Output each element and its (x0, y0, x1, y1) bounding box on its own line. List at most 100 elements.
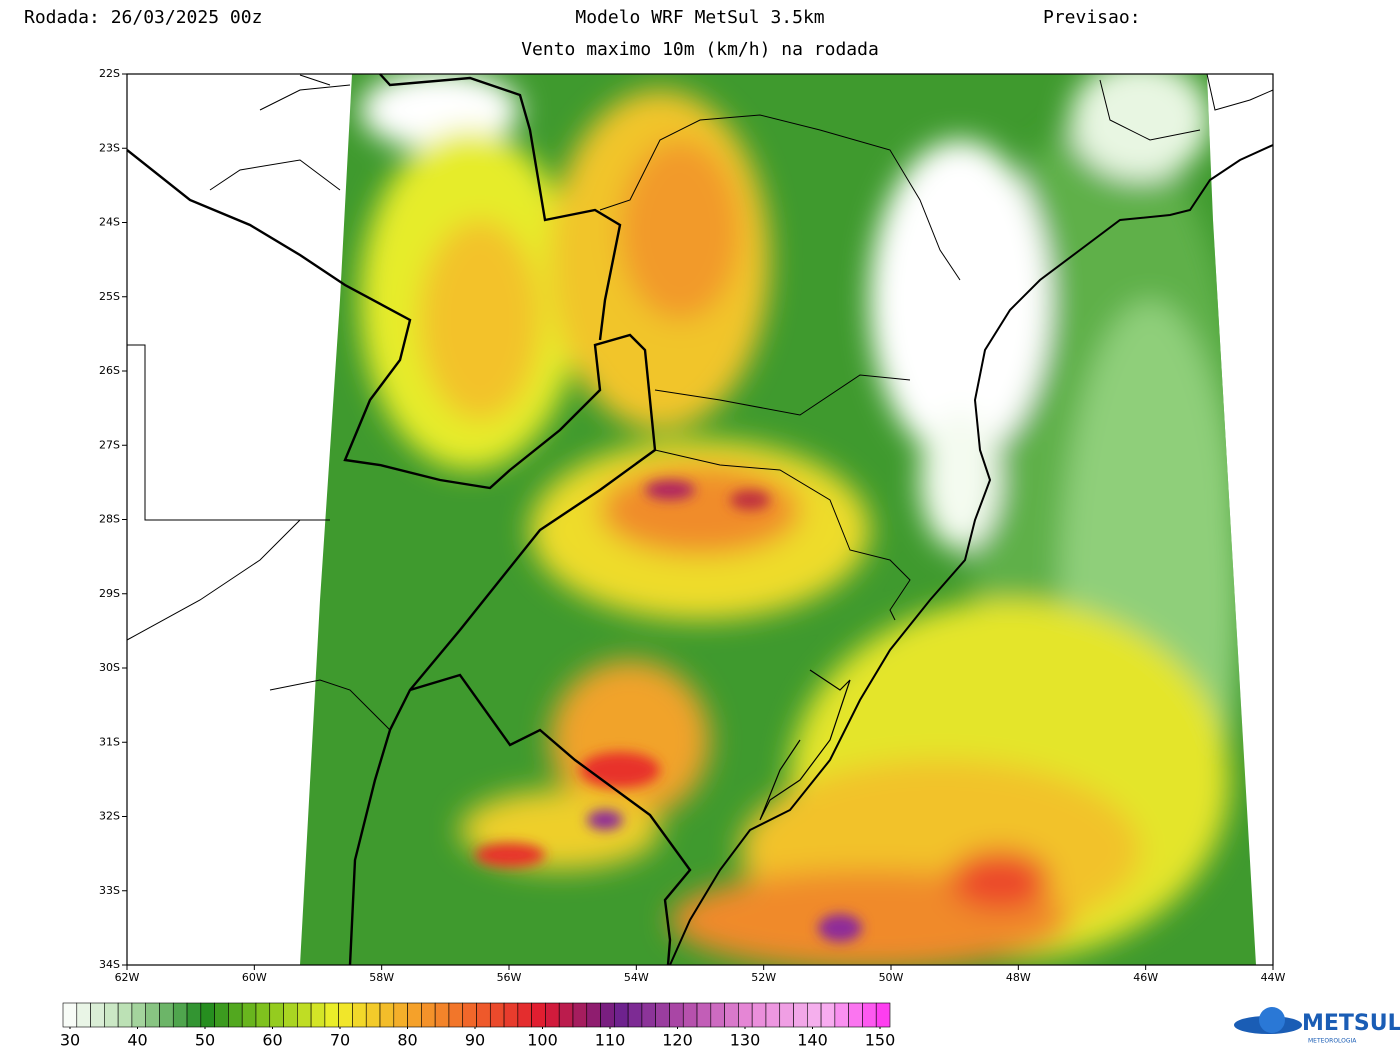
lon-label: 54W (624, 971, 649, 984)
wind-field (300, 74, 1256, 965)
lat-label: 32S (99, 810, 120, 823)
colorbar-box (503, 1002, 519, 1028)
colorbar-label: 50 (195, 1031, 215, 1050)
lon-label: 48W (1006, 971, 1031, 984)
colorbar-box (117, 1002, 133, 1028)
colorbar-box (862, 1002, 877, 1028)
colorbar-box (820, 1002, 836, 1028)
lon-label: 60W (242, 971, 267, 984)
colorbar-box (131, 1002, 147, 1028)
lon-label: 56W (497, 971, 522, 984)
colorbar-label: 70 (330, 1031, 350, 1050)
colorbar-box (682, 1002, 698, 1028)
colorbar-box (310, 1002, 326, 1028)
colorbar-box (62, 1002, 78, 1028)
colorbar-box (614, 1002, 629, 1028)
colorbar-box (710, 1002, 725, 1028)
colorbar-box (365, 1002, 381, 1028)
lat-label: 30S (99, 661, 120, 674)
lat-label: 34S (99, 958, 120, 971)
colorbar-label: 130 (730, 1031, 761, 1050)
colorbar-box (517, 1002, 532, 1028)
colorbar-box (90, 1002, 105, 1028)
colorbar-box (793, 1002, 808, 1028)
colorbar-box (627, 1002, 643, 1028)
colorbar-box (269, 1002, 284, 1028)
colorbar-box (200, 1002, 215, 1028)
lat-label: 31S (99, 735, 120, 748)
lat-label: 29S (99, 587, 120, 600)
colorbar-box (324, 1002, 339, 1028)
colorbar-box (214, 1002, 229, 1028)
map-axes: 22S23S24S25S26S27S28S29S30S31S32S33S34S6… (99, 67, 1286, 984)
colorbar-box (407, 1002, 422, 1028)
forecast-label: Previsao: (1043, 7, 1141, 28)
colorbar-box (255, 1002, 271, 1028)
colorbar-box (421, 1002, 436, 1028)
lat-label: 33S (99, 884, 120, 897)
colorbar-box (476, 1002, 491, 1028)
colorbar-label: 30 (60, 1031, 80, 1050)
colorbar-label: 60 (262, 1031, 282, 1050)
colorbar-box (448, 1002, 464, 1028)
colorbar-box (779, 1002, 794, 1028)
colorbar-label: 90 (465, 1031, 485, 1050)
colorbar-box (283, 1002, 298, 1028)
colorbar-label: 120 (662, 1031, 693, 1050)
colorbar-box (572, 1002, 588, 1028)
colorbar-label: 110 (595, 1031, 626, 1050)
run-label: Rodada: 26/03/2025 00z (24, 7, 262, 28)
colorbar-box (104, 1002, 119, 1028)
colorbar-box (489, 1002, 505, 1028)
logo-tagline: METEOROLOGIA (1308, 1038, 1357, 1045)
title: Modelo WRF MetSul 3.5km (575, 7, 824, 28)
lon-label: 50W (879, 971, 904, 984)
borders (126, 73, 1274, 966)
colorbar-box (641, 1002, 656, 1028)
colorbar-box (338, 1002, 353, 1028)
logo-name: METSUL (1302, 1011, 1400, 1036)
colorbar-box (751, 1002, 767, 1028)
colorbar-box (724, 1002, 739, 1028)
colorbar-box (558, 1002, 574, 1028)
colorbar-box (531, 1002, 546, 1028)
lat-label: 27S (99, 438, 120, 451)
lat-label: 24S (99, 216, 120, 229)
colorbar-box (462, 1002, 477, 1028)
lat-label: 22S (99, 67, 120, 80)
colorbar-box (834, 1002, 849, 1028)
colorbar-box (297, 1002, 312, 1028)
colorbar-label: 100 (527, 1031, 558, 1050)
colorbar-box (172, 1002, 188, 1028)
lon-label: 62W (115, 971, 140, 984)
colorbar-label: 80 (397, 1031, 417, 1050)
colorbar-box (159, 1002, 174, 1028)
colorbar: 30 40 50 60 70 80 90 100 110 120 130 140 150 (60, 1002, 896, 1050)
lat-label: 26S (99, 364, 120, 377)
lat-label: 23S (99, 141, 120, 154)
subtitle: Vento maximo 10m (km/h) na rodada (521, 39, 879, 60)
lon-label: 46W (1133, 971, 1158, 984)
colorbar-label: 150 (865, 1031, 896, 1050)
colorbar-box (600, 1002, 615, 1028)
colorbar-box (434, 1002, 450, 1028)
colorbar-box (379, 1002, 395, 1028)
colorbar-box (806, 1002, 822, 1028)
lon-label: 52W (751, 971, 776, 984)
colorbar-box (393, 1002, 408, 1028)
colorbar-box (669, 1002, 684, 1028)
colorbar-box (352, 1002, 367, 1028)
colorbar-box (765, 1002, 781, 1028)
colorbar-box (241, 1002, 257, 1028)
colorbar-box (875, 1002, 891, 1028)
lon-label: 58W (369, 971, 394, 984)
colorbar-box (696, 1002, 712, 1028)
colorbar-label: 140 (797, 1031, 828, 1050)
colorbar-box (545, 1002, 560, 1028)
logo: METSUL METEOROLOGIA (1234, 1007, 1400, 1045)
lat-label: 25S (99, 290, 120, 303)
colorbar-box (738, 1002, 753, 1028)
colorbar-box (228, 1002, 243, 1028)
colorbar-box (586, 1002, 601, 1028)
